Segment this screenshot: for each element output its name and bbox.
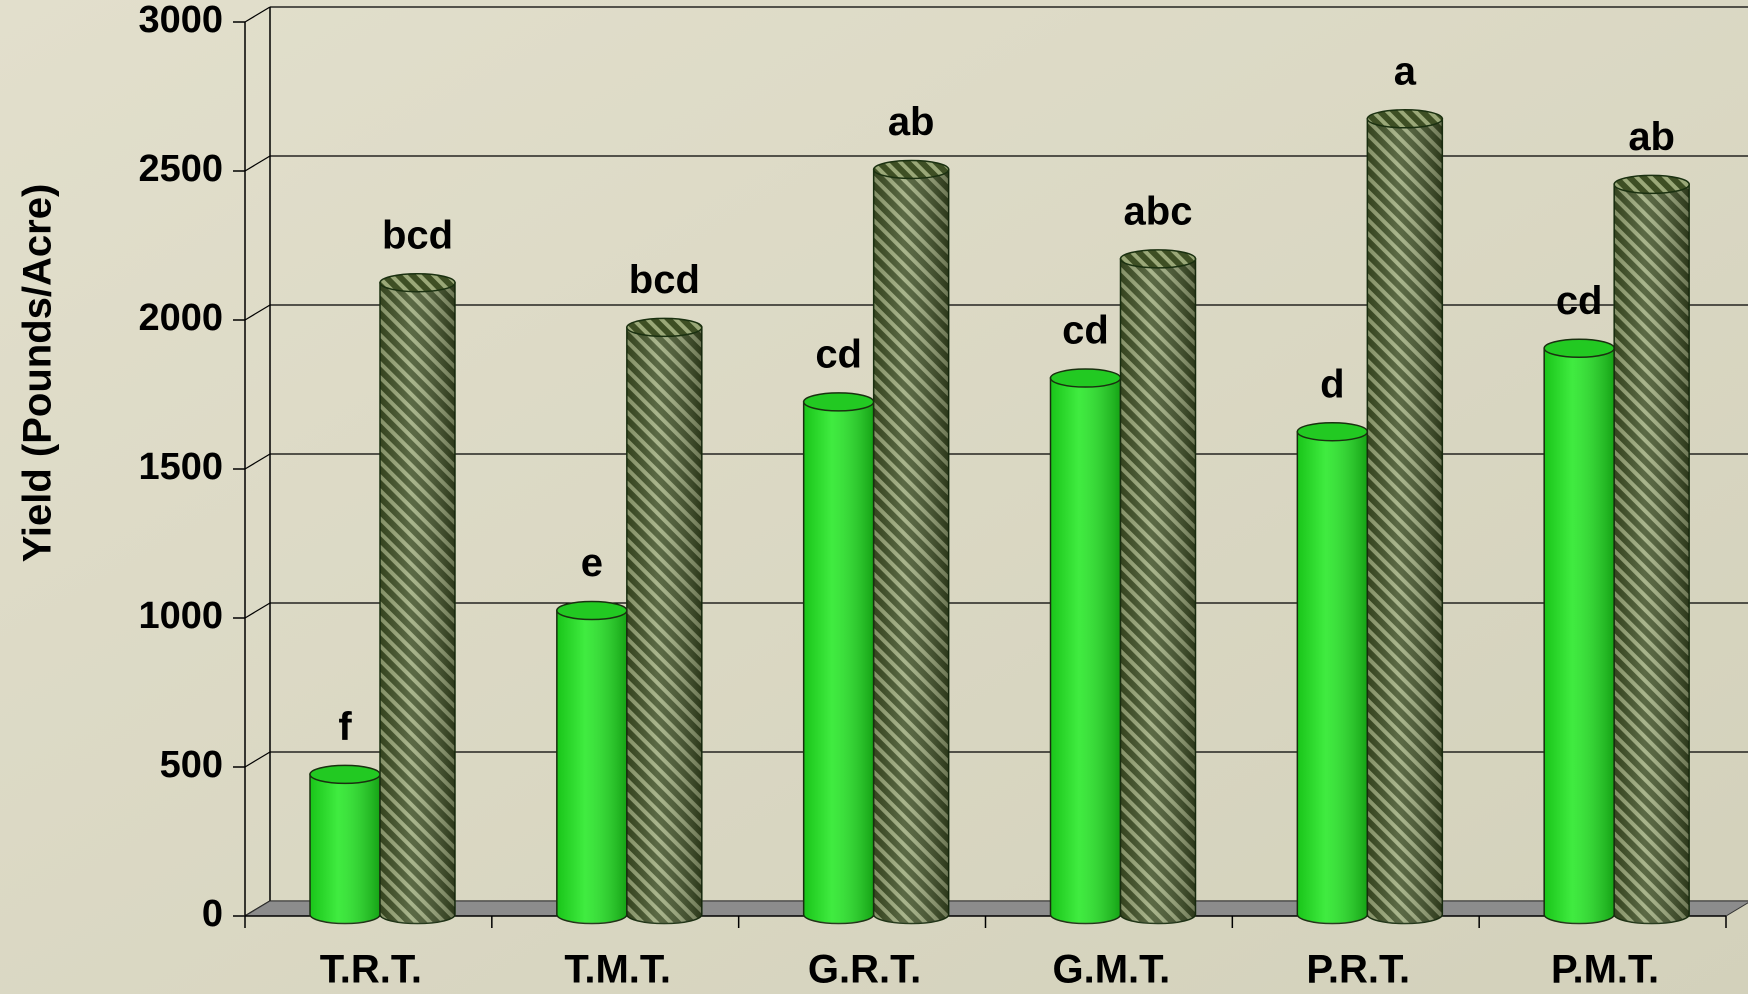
bar-top	[309, 764, 381, 785]
bar-shade	[873, 169, 949, 924]
bar-top	[1119, 249, 1197, 269]
bar-top	[1049, 368, 1122, 388]
data-label: ab	[888, 100, 935, 144]
x-tick-label: G.M.T.	[1052, 948, 1170, 992]
data-label: bcd	[629, 258, 700, 302]
x-tick-label: P.M.T.	[1551, 948, 1659, 992]
grid-line	[244, 304, 271, 321]
y-tick-label: 2000	[138, 297, 223, 339]
grid-line	[244, 453, 271, 470]
bar-top	[802, 392, 875, 412]
bar-shade	[1544, 348, 1615, 924]
bar-shade	[1297, 431, 1368, 924]
cylinder	[872, 159, 950, 925]
bar-shade	[1120, 258, 1196, 924]
grid-line	[244, 751, 271, 768]
bar-top	[1543, 338, 1615, 359]
data-label: bcd	[382, 213, 453, 257]
grid-line	[244, 155, 271, 172]
bar-top	[1366, 109, 1444, 129]
data-label: e	[581, 541, 603, 585]
data-label: f	[338, 705, 352, 749]
bar-top	[1613, 174, 1690, 195]
bar-shade	[626, 327, 702, 924]
data-label: d	[1320, 362, 1344, 406]
x-tick-label: T.R.T.	[320, 948, 422, 992]
x-tick-label: P.R.T.	[1306, 948, 1410, 992]
y-tick-label: 0	[202, 893, 223, 935]
cylinder	[1296, 421, 1369, 925]
grid-line	[244, 6, 271, 23]
bar-shade	[1050, 378, 1121, 924]
cylinder	[1366, 109, 1444, 925]
data-label: abc	[1124, 189, 1193, 233]
cylinder	[379, 272, 456, 925]
y-axis-label: Yield (Pounds/Acre)	[16, 184, 60, 563]
cylinder	[802, 392, 875, 925]
bar-shade	[803, 401, 874, 924]
bar-top	[379, 272, 456, 293]
x-tick-label: G.R.T.	[808, 948, 921, 992]
y-tick-label: 3000	[138, 0, 223, 41]
cylinder	[1119, 249, 1197, 925]
cylinder	[1613, 174, 1690, 925]
cylinder	[626, 317, 703, 925]
cylinder	[556, 600, 628, 925]
data-label: cd	[1556, 279, 1603, 323]
cylinder	[1049, 368, 1122, 925]
grid-line	[244, 602, 271, 619]
bar-shade	[556, 610, 627, 924]
cylinder	[1543, 338, 1615, 925]
y-tick-label: 2500	[138, 148, 223, 190]
bar-shade	[1614, 184, 1690, 924]
bar-top	[1296, 421, 1369, 442]
bar-top	[626, 317, 703, 338]
bar-shade	[1367, 118, 1443, 924]
data-label: a	[1394, 49, 1417, 93]
y-tick-label: 1000	[138, 595, 223, 637]
y-tick-label: 500	[160, 744, 223, 786]
bar-top	[872, 159, 950, 180]
data-label: cd	[1062, 309, 1109, 353]
x-tick-label: T.M.T.	[564, 948, 671, 992]
cylinder	[309, 764, 381, 925]
floor	[243, 900, 1748, 917]
data-label: ab	[1628, 115, 1675, 159]
data-label: cd	[815, 332, 862, 376]
bar-top	[556, 600, 628, 621]
y-tick-label: 1500	[138, 446, 223, 488]
bar-shade	[310, 774, 380, 924]
bar-shade	[380, 282, 455, 924]
